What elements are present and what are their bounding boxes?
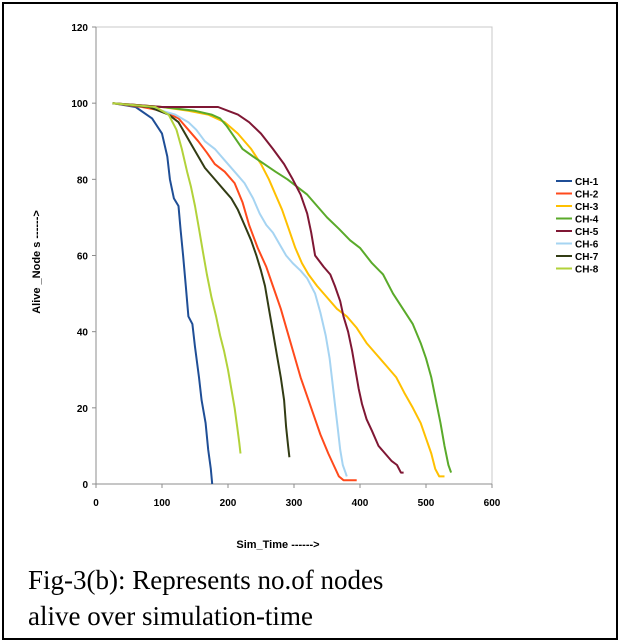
x-axis-label: Sim_Time ------> (236, 539, 319, 551)
legend-label: CH-7 (575, 252, 599, 263)
y-axis-label: Alive _Node s ------> (31, 210, 43, 314)
legend-label: CH-3 (575, 202, 599, 213)
y-tick-label: 80 (77, 175, 89, 186)
series-line-ch-3 (112, 102, 445, 478)
x-tick-label: 0 (93, 498, 99, 509)
y-tick-label: 40 (77, 328, 89, 339)
series-line-ch-2 (112, 102, 357, 482)
legend-label: CH-6 (575, 240, 599, 251)
legend-label: CH-2 (575, 190, 599, 201)
series-line-ch-6 (112, 102, 348, 477)
figure-caption: Fig-3(b): Represents no.of nodes alive o… (28, 562, 608, 634)
y-tick-label: 0 (82, 480, 88, 491)
y-tick-label: 20 (77, 404, 89, 415)
legend-label: CH-5 (575, 227, 599, 238)
legend-label: CH-1 (575, 177, 599, 188)
y-tick-label: 100 (71, 99, 88, 110)
chart-legend: CH-1 CH-2CH-3 CH-4CH-5 CH-6CH-7 CH-8 (556, 177, 599, 276)
series-line-ch-8 (112, 102, 242, 454)
series-line-ch-4 (112, 102, 453, 473)
series-line-ch-5 (112, 102, 404, 474)
x-tick-label: 200 (220, 498, 237, 509)
series-layer (112, 102, 453, 485)
series-line-ch-7 (112, 102, 291, 458)
x-tick-label: 600 (484, 498, 501, 509)
x-tick-label: 400 (352, 498, 369, 509)
chart-axes: 0 100 200 300 400 500 600 0 20 40 60 80 100 120 (71, 23, 500, 509)
x-tick-label: 300 (286, 498, 303, 509)
caption-line-2: alive over simulation-time (28, 601, 313, 631)
series-line-ch-1 (112, 102, 214, 485)
y-tick-label: 60 (77, 252, 89, 263)
legend-label: CH-4 (575, 215, 599, 226)
legend-label: CH-8 (575, 265, 599, 276)
x-tick-label: 100 (154, 498, 171, 509)
y-tick-label: 120 (71, 23, 88, 34)
plot-area (95, 26, 493, 485)
caption-line-1: Fig-3(b): Represents no.of nodes (28, 565, 384, 595)
x-tick-label: 500 (418, 498, 435, 509)
